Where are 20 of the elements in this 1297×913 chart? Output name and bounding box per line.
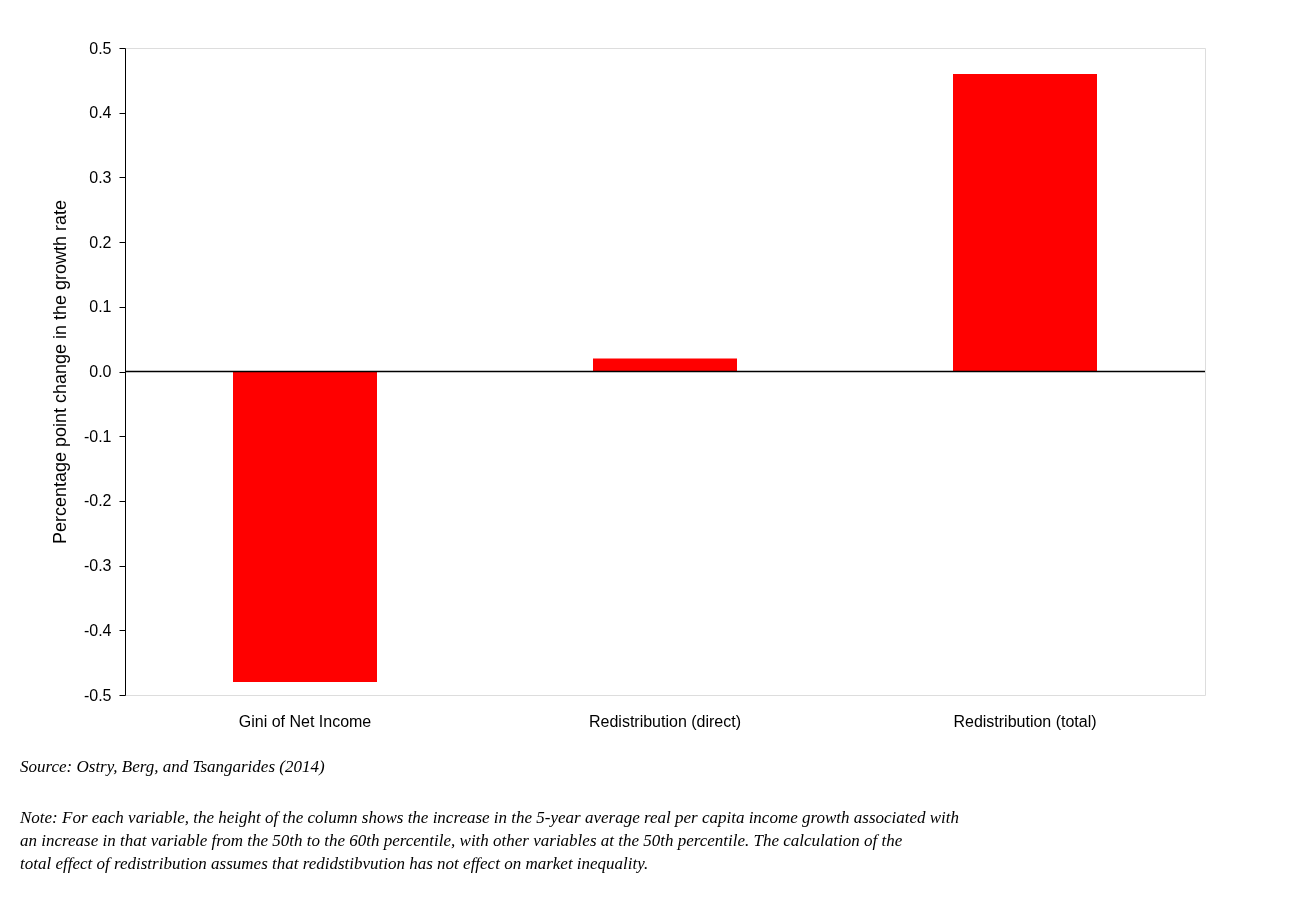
y-tick-label: -0.1: [83, 427, 112, 445]
y-tick-label: 0.1: [89, 298, 112, 316]
x-tick-label: Redistribution (direct): [588, 712, 742, 730]
y-axis-title: Percentage point change in the growth rate: [49, 199, 70, 545]
y-tick-label: 0.3: [89, 168, 112, 186]
y-tick-label: 0.4: [89, 104, 112, 122]
bar: [953, 73, 1097, 372]
y-tick-label: -0.4: [83, 621, 112, 639]
y-tick-label: 0.2: [89, 233, 112, 251]
y-tick-label: -0.3: [83, 557, 112, 575]
y-tick-label: -0.5: [83, 686, 112, 704]
x-tick-label: Gini of Net Income: [238, 712, 372, 730]
text: Note: For each variable, the height of the column shows the increase in the 5-year average real per capita income growth associated with an increase in that variable from the 50th to the 60th percentile, with other variables at the 50th percentile. The calculation of the total effect of redistribution assumes that redidstibvution has not effect on market inequality.: [19, 808, 960, 873]
y-tick-label: -0.2: [83, 492, 112, 510]
x-tick-label: Redistribution (total): [953, 712, 1097, 730]
bar: [233, 371, 377, 683]
y-tick-label: 0.0: [89, 363, 112, 380]
source-note: Source: Ostry, Berg, and Tsangarides (2014): [20, 757, 325, 776]
bar: [593, 358, 737, 372]
y-tick-label: 0.5: [89, 39, 112, 57]
